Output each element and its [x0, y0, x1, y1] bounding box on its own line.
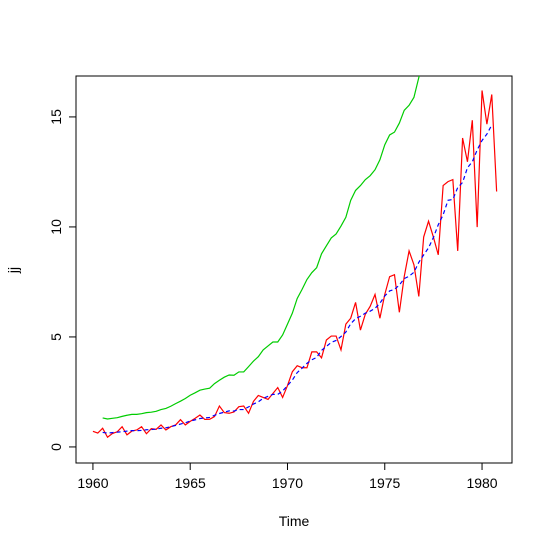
x-tick-label: 1975 [369, 475, 400, 491]
x-tick-label: 1970 [272, 475, 303, 491]
plot-area [92, 76, 498, 439]
y-axis-label: jj [5, 267, 21, 274]
series-line [102, 76, 420, 420]
x-tick-label: 1960 [77, 475, 108, 491]
series-line [92, 90, 498, 439]
x-axis-label: Time [279, 513, 310, 529]
x-tick-label: 1980 [466, 475, 497, 491]
plot-box [75, 75, 513, 464]
x-tick-label: 1965 [175, 475, 206, 491]
y-tick-label: 5 [48, 333, 64, 341]
y-tick-label: 15 [48, 109, 64, 125]
y-tick-label: 0 [48, 443, 64, 451]
series-line [102, 124, 493, 434]
y-tick-label: 10 [48, 219, 64, 235]
